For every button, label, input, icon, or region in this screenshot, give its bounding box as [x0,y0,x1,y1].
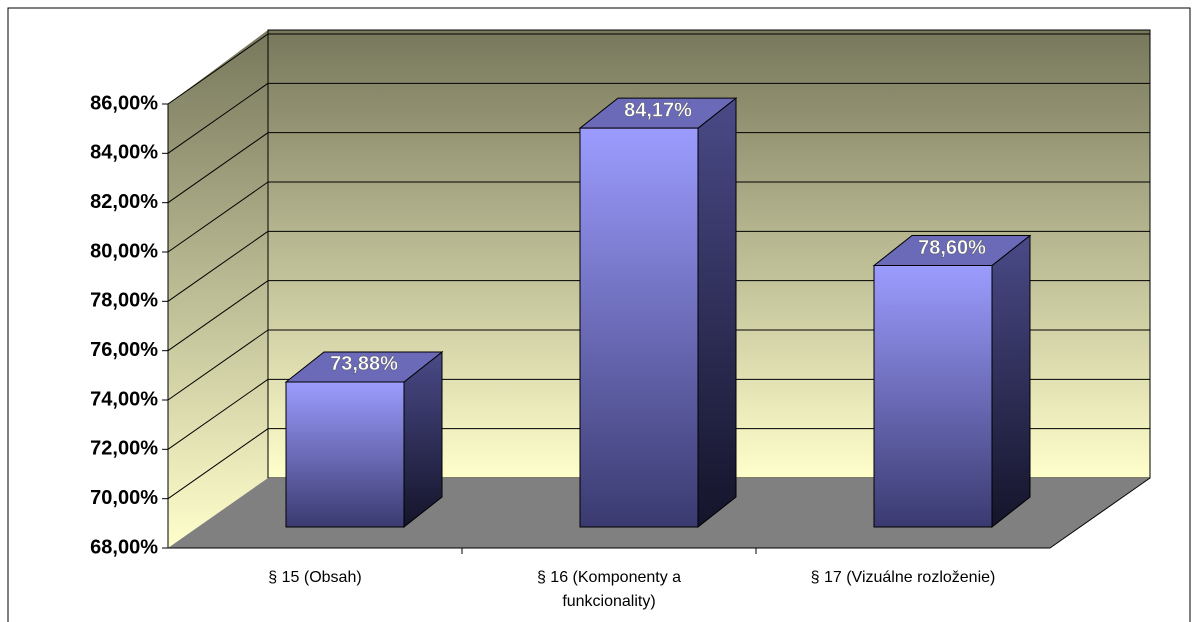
bar-front [579,127,699,528]
y-tick-label: 80,00% [90,240,158,262]
y-tick-label: 76,00% [90,339,158,361]
x-tick-label: § 15 (Obsah) [268,569,362,586]
value-label: 73,88% [330,353,398,375]
y-tick-label: 78,00% [90,290,158,312]
y-tick-label: 86,00% [90,92,158,114]
grid-line [167,378,269,450]
y-tick-label: 74,00% [90,388,158,410]
grid-line [167,82,269,154]
bar-side [403,350,443,529]
y-tick-label: 68,00% [90,536,158,558]
y-tick-label: 72,00% [90,438,158,460]
bar [578,97,738,529]
bar-side [991,234,1031,529]
y-tick-label: 82,00% [90,191,158,213]
grid-line [167,280,269,352]
x-tick-label: § 16 (Komponenty a funkcionality) [536,569,682,610]
value-label: 78,60% [918,237,986,259]
y-tick-label: 84,00% [90,142,158,164]
grid-line [167,230,269,302]
bar-front [285,381,405,528]
bar-front [873,265,993,528]
bar-side [697,97,737,529]
side-wall [168,30,268,548]
grid-line [167,33,269,105]
grid-line [167,428,269,500]
value-label: 84,17% [624,99,692,121]
bar [872,234,1032,529]
grid-line [167,132,269,204]
y-tick-label: 70,00% [90,487,158,509]
frame [7,7,1191,622]
grid-line [167,181,269,253]
floor-edge [1049,477,1151,549]
grid-line [167,329,269,401]
x-tick-label: § 17 (Vizuálne rozloženie) [810,569,996,586]
bar [284,350,444,529]
